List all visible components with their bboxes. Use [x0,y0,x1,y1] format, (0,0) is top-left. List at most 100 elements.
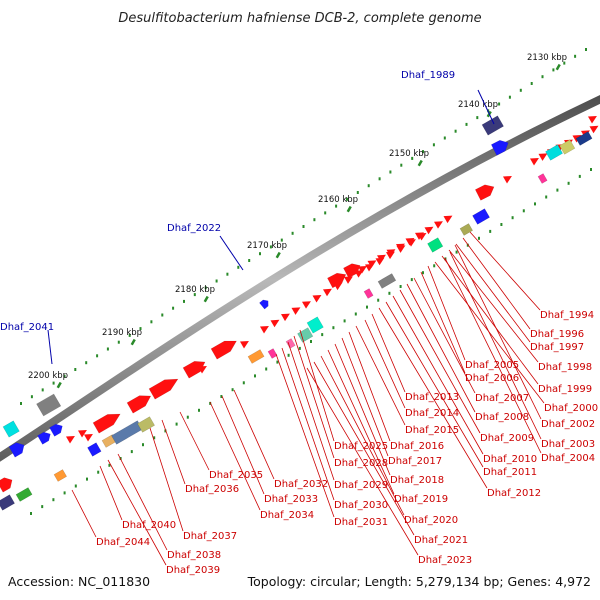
inner-callout-line [293,335,335,459]
inner-callout-line [399,289,481,434]
label-callout-lines [47,89,545,566]
inner-callout-line [99,465,123,521]
outer-track-dot [74,368,77,371]
inner-label-dhaf-2007: Dhaf_2007 [475,393,529,404]
feature-box [267,348,278,359]
blue-gene [49,423,63,437]
inner-label-dhaf-2010: Dhaf_2010 [483,454,537,465]
inner-callout-line [334,343,391,476]
feature-box-shape [137,416,155,433]
red-gene-small [530,158,539,166]
inner-track-dot [321,333,324,337]
inner-label-dhaf-2017: Dhaf_2017 [388,456,442,467]
feature-box-shape [285,338,296,349]
feature-box [472,208,490,225]
inner-callout-line [449,251,542,440]
red-gene-small [396,243,405,252]
red-gene-small-shape [260,326,269,334]
blue-gene-shape [490,140,509,156]
red-gene-small [443,215,453,224]
inner-track-dot [74,484,77,488]
red-gene-large-shape [126,395,152,414]
inner-label-dhaf-2038: Dhaf_2038 [167,550,221,561]
red-gene-large [148,378,179,400]
inner-label-dhaf-2008: Dhaf_2008 [475,412,529,423]
feature-box [575,131,593,146]
inner-track-dot [433,264,436,268]
outer-track-dot [508,95,511,99]
red-gene-small-shape [270,319,280,328]
feature-box [137,416,155,433]
inner-label-dhaf-2029: Dhaf_2029 [334,480,388,491]
outer-track-dot [563,61,566,65]
inner-track-dot [455,250,458,254]
red-gene-small [405,238,415,246]
outer-track-dot [183,299,185,303]
inner-callout-line [378,307,488,489]
inner-callout-line [462,237,531,330]
feature-box [363,288,374,299]
inner-callout-line [341,337,389,457]
inner-track-dot [343,319,346,323]
inner-label-dhaf-2039: Dhaf_2039 [166,565,220,576]
red-gene-small [281,313,290,322]
red-gene-small [588,116,597,124]
outer-track-dot [280,238,283,242]
red-gene-small-shape [538,153,548,161]
feature-box-shape [247,349,265,364]
outer-track-dot [356,191,359,194]
outer-callout-line [219,235,244,271]
inner-track-dot [41,505,44,509]
outer-track-dot [259,252,261,256]
kbp-label-2160: 2160 kbp [318,195,358,205]
inner-label-dhaf-2013: Dhaf_2013 [405,392,459,403]
inner-track-dot [388,291,391,295]
red-gene-large [343,263,361,279]
inner-label-dhaf-2020: Dhaf_2020 [404,515,458,526]
red-gene-small [377,254,386,263]
feature-box-shape [297,327,314,343]
inner-callout-line [392,295,484,455]
red-gene-small [240,341,249,349]
red-gene-small [434,221,443,229]
feature-box [427,237,444,253]
inner-callout-line [427,265,466,361]
red-gene-small-shape [367,260,377,268]
outer-track-dot [585,48,587,51]
feature-box [459,223,474,236]
inner-track-dot [354,312,357,316]
inner-track-dot [489,229,492,233]
inner-callout-line [117,453,168,551]
inner-label-dhaf-2030: Dhaf_2030 [334,500,388,511]
inner-callout-line [179,411,210,471]
map-title: Desulfitobacterium hafniense DCB-2, comp… [118,11,481,26]
red-gene-large [210,340,237,360]
red-gene-small [323,288,332,297]
inner-callout-line [455,243,531,343]
feature-box-shape [36,393,62,417]
inner-label-dhaf-2000: Dhaf_2000 [544,403,598,414]
outer-track-dot [302,225,305,228]
red-gene-small [386,249,396,257]
inner-label-dhaf-1999: Dhaf_1999 [538,384,592,395]
outer-track-dot [519,88,522,92]
inner-track-dot [590,168,592,171]
outer-label-dhaf-2041: Dhaf_2041 [0,322,54,333]
feature-box [481,115,504,136]
red-gene-small [270,319,280,328]
red-gene-small [66,436,75,444]
inner-track-dot [511,216,514,220]
inner-label-dhaf-2040: Dhaf_2040 [122,520,176,531]
inner-callout-line [441,255,539,385]
outer-track-dot [498,102,501,106]
kbp-tick-2150 [417,159,423,167]
red-gene-small [312,295,322,303]
red-gene-large-shape [0,477,13,493]
inner-callout-line [406,283,476,413]
blue-gene-shape [49,423,63,437]
red-gene-small [415,232,424,240]
inner-callout-line [444,257,542,454]
inner-label-dhaf-2015: Dhaf_2015 [405,425,459,436]
inner-track-dot [478,236,480,240]
red-gene-small-shape [434,221,443,229]
